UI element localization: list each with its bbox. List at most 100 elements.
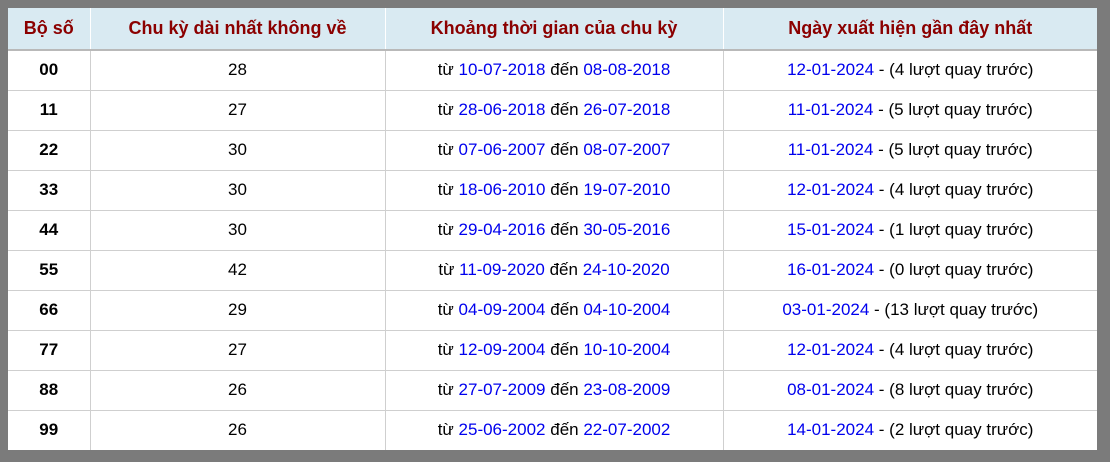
table-row: 99 26 từ 25-06-2002 đến 22-07-2002 14-01… bbox=[7, 409, 1098, 451]
recent-date-link[interactable]: 16-01-2024 bbox=[787, 260, 875, 279]
to-date-link[interactable]: 23-08-2009 bbox=[583, 380, 671, 399]
recent-date-link[interactable]: 08-01-2024 bbox=[787, 380, 875, 399]
to-date-link[interactable]: 26-07-2018 bbox=[583, 100, 671, 119]
to-date-link[interactable]: 30-05-2016 bbox=[583, 220, 671, 239]
recent-cell: 12-01-2024 - (4 lượt quay trước) bbox=[722, 169, 1098, 211]
header-period: Khoảng thời gian của chu kỳ bbox=[384, 8, 723, 51]
recent-cell: 11-01-2024 - (5 lượt quay trước) bbox=[722, 89, 1098, 131]
from-label: từ bbox=[437, 220, 454, 239]
pair-cell: 88 bbox=[7, 369, 91, 411]
cycle-cell: 27 bbox=[89, 89, 386, 131]
from-date-link[interactable]: 12-09-2004 bbox=[458, 340, 546, 359]
from-label: từ bbox=[437, 180, 454, 199]
period-cell: từ 11-09-2020 đến 24-10-2020 bbox=[384, 249, 724, 291]
cycle-cell: 26 bbox=[89, 369, 386, 411]
lottery-pair-cycle-table: Bộ số Chu kỳ dài nhất không về Khoảng th… bbox=[7, 8, 1098, 451]
to-date-link[interactable]: 19-07-2010 bbox=[583, 180, 671, 199]
from-date-link[interactable]: 27-07-2009 bbox=[458, 380, 546, 399]
recent-cell: 12-01-2024 - (4 lượt quay trước) bbox=[722, 329, 1098, 371]
from-date-link[interactable]: 07-06-2007 bbox=[458, 140, 546, 159]
from-date-link[interactable]: 28-06-2018 bbox=[458, 100, 546, 119]
from-label: từ bbox=[437, 140, 454, 159]
recent-date-link[interactable]: 14-01-2024 bbox=[787, 420, 875, 440]
header-cycle: Chu kỳ dài nhất không về bbox=[89, 8, 385, 51]
period-cell: từ 25-06-2002 đến 22-07-2002 bbox=[384, 409, 724, 451]
from-date-link[interactable]: 18-06-2010 bbox=[458, 180, 546, 199]
to-label: đến bbox=[550, 180, 579, 199]
recent-note: - (4 lượt quay trước) bbox=[878, 340, 1034, 359]
table-row: 00 28 từ 10-07-2018 đến 08-08-2018 12-01… bbox=[7, 49, 1098, 91]
period-cell: từ 18-06-2010 đến 19-07-2010 bbox=[384, 169, 724, 211]
to-label: đến bbox=[550, 100, 579, 119]
to-date-link[interactable]: 10-10-2004 bbox=[583, 340, 671, 359]
pair-cell: 22 bbox=[7, 129, 91, 171]
from-label: từ bbox=[437, 380, 454, 399]
pair-cell: 55 bbox=[7, 249, 91, 291]
cycle-cell: 28 bbox=[89, 49, 386, 91]
from-date-link[interactable]: 29-04-2016 bbox=[458, 220, 546, 239]
pair-cell: 77 bbox=[7, 329, 91, 371]
recent-date-link[interactable]: 12-01-2024 bbox=[787, 180, 875, 199]
table-row: 44 30 từ 29-04-2016 đến 30-05-2016 15-01… bbox=[7, 209, 1098, 251]
recent-note: - (4 lượt quay trước) bbox=[878, 180, 1034, 199]
recent-date-link[interactable]: 12-01-2024 bbox=[787, 340, 875, 359]
to-date-link[interactable]: 24-10-2020 bbox=[582, 260, 670, 279]
from-label: từ bbox=[438, 260, 455, 279]
to-label: đến bbox=[550, 380, 579, 399]
recent-note: - (5 lượt quay trước) bbox=[878, 100, 1033, 119]
recent-cell: 11-01-2024 - (5 lượt quay trước) bbox=[722, 129, 1098, 171]
recent-note: - (5 lượt quay trước) bbox=[878, 140, 1033, 159]
recent-cell: 08-01-2024 - (8 lượt quay trước) bbox=[722, 369, 1098, 411]
cycle-cell: 30 bbox=[89, 209, 386, 251]
recent-date-link[interactable]: 11-01-2024 bbox=[787, 140, 874, 159]
recent-note: - (4 lượt quay trước) bbox=[878, 60, 1034, 80]
recent-date-link[interactable]: 12-01-2024 bbox=[787, 60, 875, 80]
recent-cell: 16-01-2024 - (0 lượt quay trước) bbox=[722, 249, 1098, 291]
table-row: 22 30 từ 07-06-2007 đến 08-07-2007 11-01… bbox=[7, 129, 1098, 171]
period-cell: từ 27-07-2009 đến 23-08-2009 bbox=[384, 369, 724, 411]
to-label: đến bbox=[550, 140, 579, 159]
from-label: từ bbox=[437, 420, 454, 440]
pair-cell: 00 bbox=[7, 49, 91, 91]
recent-cell: 12-01-2024 - (4 lượt quay trước) bbox=[722, 49, 1098, 91]
table-row: 88 26 từ 27-07-2009 đến 23-08-2009 08-01… bbox=[7, 369, 1098, 411]
recent-date-link[interactable]: 03-01-2024 bbox=[782, 300, 870, 319]
table-row: 11 27 từ 28-06-2018 đến 26-07-2018 11-01… bbox=[7, 89, 1098, 131]
recent-note: - (1 lượt quay trước) bbox=[878, 220, 1034, 239]
to-date-link[interactable]: 08-07-2007 bbox=[583, 140, 671, 159]
to-label: đến bbox=[550, 220, 579, 239]
recent-date-link[interactable]: 15-01-2024 bbox=[787, 220, 875, 239]
from-date-link[interactable]: 11-09-2020 bbox=[459, 260, 545, 279]
period-cell: từ 12-09-2004 đến 10-10-2004 bbox=[384, 329, 724, 371]
table-panel: Bộ số Chu kỳ dài nhất không về Khoảng th… bbox=[7, 8, 1098, 451]
header-row: Bộ số Chu kỳ dài nhất không về Khoảng th… bbox=[7, 8, 1097, 51]
recent-cell: 15-01-2024 - (1 lượt quay trước) bbox=[722, 209, 1098, 251]
cycle-cell: 29 bbox=[89, 289, 386, 331]
from-label: từ bbox=[437, 100, 454, 119]
period-cell: từ 29-04-2016 đến 30-05-2016 bbox=[384, 209, 724, 251]
period-cell: từ 28-06-2018 đến 26-07-2018 bbox=[384, 89, 724, 131]
to-label: đến bbox=[549, 260, 578, 279]
cycle-cell: 30 bbox=[89, 169, 386, 211]
from-label: từ bbox=[437, 340, 454, 359]
recent-cell: 14-01-2024 - (2 lượt quay trước) bbox=[722, 409, 1098, 451]
recent-note: - (13 lượt quay trước) bbox=[874, 300, 1039, 319]
to-date-link[interactable]: 22-07-2002 bbox=[583, 420, 671, 440]
cycle-cell: 26 bbox=[89, 409, 386, 451]
header-recent: Ngày xuất hiện gần đây nhất bbox=[722, 8, 1097, 51]
from-date-link[interactable]: 10-07-2018 bbox=[458, 60, 546, 80]
to-date-link[interactable]: 08-08-2018 bbox=[583, 60, 671, 80]
recent-note: - (8 lượt quay trước) bbox=[878, 380, 1034, 399]
from-date-link[interactable]: 04-09-2004 bbox=[458, 300, 546, 319]
to-label: đến bbox=[550, 300, 579, 319]
to-date-link[interactable]: 04-10-2004 bbox=[583, 300, 671, 319]
to-label: đến bbox=[550, 60, 579, 80]
recent-cell: 03-01-2024 - (13 lượt quay trước) bbox=[722, 289, 1098, 331]
table-row: 77 27 từ 12-09-2004 đến 10-10-2004 12-01… bbox=[7, 329, 1098, 371]
recent-date-link[interactable]: 11-01-2024 bbox=[787, 100, 874, 119]
period-cell: từ 07-06-2007 đến 08-07-2007 bbox=[384, 129, 724, 171]
from-date-link[interactable]: 25-06-2002 bbox=[458, 420, 546, 440]
pair-cell: 99 bbox=[7, 409, 91, 451]
cycle-cell: 30 bbox=[89, 129, 386, 171]
